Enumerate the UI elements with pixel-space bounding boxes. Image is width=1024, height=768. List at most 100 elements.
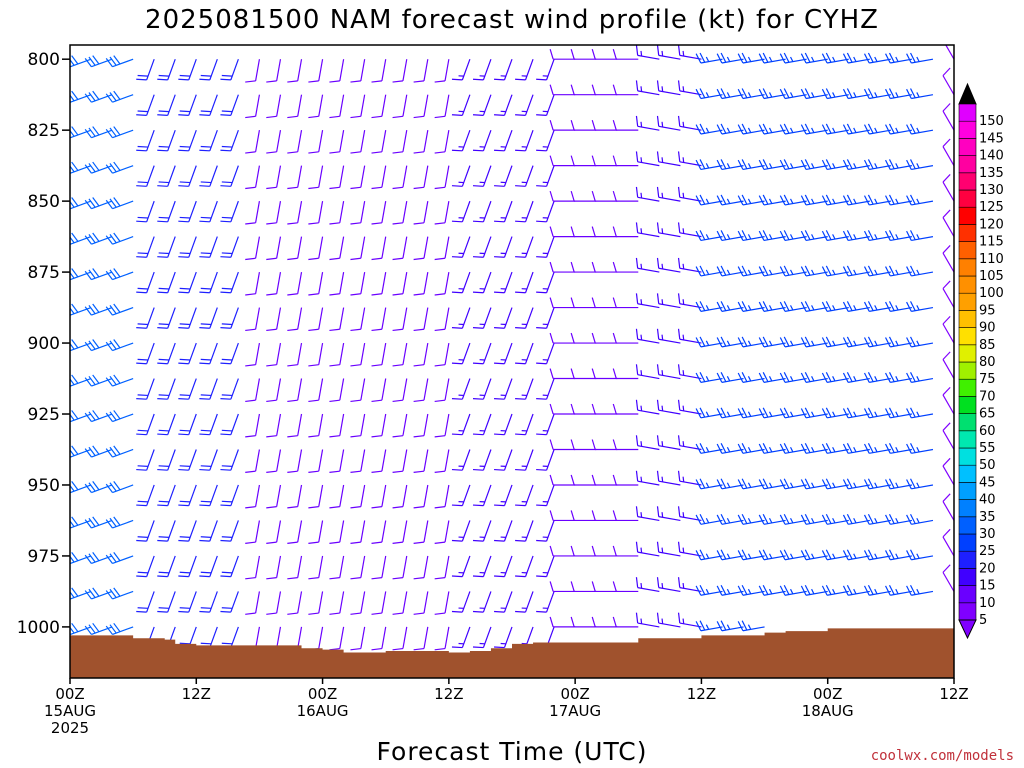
wind-barb <box>199 378 218 400</box>
wind-barb <box>434 449 450 473</box>
wind-barb <box>70 90 92 103</box>
wind-barb <box>612 403 639 415</box>
wind-barb <box>494 484 513 507</box>
colorbar-swatch <box>958 378 977 397</box>
wind-barb <box>800 443 828 454</box>
wind-barb <box>536 449 555 471</box>
wind-barb <box>945 45 954 60</box>
wind-barb <box>308 307 324 332</box>
wind-barb <box>842 123 870 135</box>
wind-barb <box>329 591 345 615</box>
wind-barb <box>758 336 786 348</box>
colorbar-swatch <box>958 327 977 346</box>
wind-barb <box>392 378 408 403</box>
wind-barb <box>656 80 681 96</box>
wind-barb <box>350 591 366 615</box>
wind-barb <box>245 94 261 119</box>
wind-barb <box>677 506 702 522</box>
wind-barb <box>821 123 849 135</box>
wind-barb <box>451 484 471 507</box>
wind-barb <box>863 336 891 348</box>
wind-barb <box>906 230 934 242</box>
wind-barb <box>157 58 176 81</box>
wind-barb <box>842 478 870 490</box>
colorbar-swatch <box>958 310 977 328</box>
wind-barb <box>716 620 744 632</box>
wind-barb <box>800 265 828 277</box>
wind-barb <box>136 378 155 400</box>
wind-barb <box>656 45 681 60</box>
wind-barb <box>70 449 71 451</box>
wind-barb <box>245 555 261 580</box>
wind-barb <box>70 126 92 139</box>
wind-barb <box>612 84 639 96</box>
wind-barb <box>199 626 218 649</box>
wind-barb <box>350 555 366 580</box>
wind-barb <box>157 378 176 400</box>
wind-barb <box>413 413 429 438</box>
wind-barb <box>245 520 261 544</box>
wind-barb <box>515 520 534 542</box>
wind-barb <box>308 378 324 403</box>
wind-barb <box>287 378 303 403</box>
wind-barb <box>70 307 71 309</box>
wind-barb <box>157 200 176 223</box>
x-tick-label: 00Z <box>55 685 84 703</box>
wind-barb <box>70 165 71 167</box>
wind-barb <box>656 541 681 557</box>
wind-barb <box>737 620 765 632</box>
wind-barb <box>413 59 429 83</box>
wind-barb <box>570 190 597 202</box>
wind-barb <box>220 378 239 400</box>
wind-barb <box>821 407 849 419</box>
wind-barb <box>570 510 597 522</box>
wind-barb <box>494 342 513 365</box>
wind-barb <box>758 52 786 64</box>
wind-barb <box>84 410 113 423</box>
wind-barb <box>677 470 702 486</box>
y-tick-label: 975 <box>28 547 60 567</box>
wind-barb <box>570 297 597 309</box>
wind-barb <box>220 307 239 329</box>
wind-barb <box>178 94 197 116</box>
wind-barb <box>821 52 849 64</box>
wind-barb <box>329 484 345 509</box>
wind-barb <box>136 520 155 542</box>
wind-barb <box>779 478 807 490</box>
colorbar-swatch <box>958 292 977 311</box>
wind-barb <box>350 236 366 261</box>
wind-barb <box>329 165 345 190</box>
wind-barb <box>695 159 723 171</box>
colorbar-label: 30 <box>979 527 996 542</box>
wind-barb <box>635 541 660 557</box>
wind-barb <box>677 541 702 557</box>
wind-barb <box>885 513 913 525</box>
x-axis-title: Forecast Time (UTC) <box>377 737 648 766</box>
wind-barb <box>245 413 261 438</box>
wind-barb <box>695 52 723 64</box>
wind-barb <box>716 336 744 348</box>
wind-barb <box>656 612 681 628</box>
wind-barb <box>266 165 282 190</box>
wind-barb <box>220 271 239 294</box>
wind-barb <box>800 336 828 348</box>
wind-barb <box>677 151 702 167</box>
wind-barb <box>84 268 113 281</box>
y-axis: 800 825 850 875 900 925 950 975 1000 <box>17 50 70 638</box>
y-tick-label: 1000 <box>17 618 60 638</box>
wind-barb <box>906 549 934 561</box>
wind-barb <box>84 232 113 245</box>
wind-barb <box>329 520 345 544</box>
wind-barb <box>716 88 744 100</box>
wind-barb <box>287 236 303 261</box>
wind-barb <box>494 129 513 152</box>
colorbar-label: 110 <box>979 252 1004 267</box>
wind-barb <box>157 413 176 436</box>
wind-barb <box>136 449 155 471</box>
wind-barb <box>515 555 534 578</box>
wind-barb <box>549 403 576 415</box>
wind-barb <box>635 506 660 522</box>
wind-barb <box>266 484 282 509</box>
plot-frame <box>69 44 955 679</box>
wind-barb <box>779 372 807 383</box>
